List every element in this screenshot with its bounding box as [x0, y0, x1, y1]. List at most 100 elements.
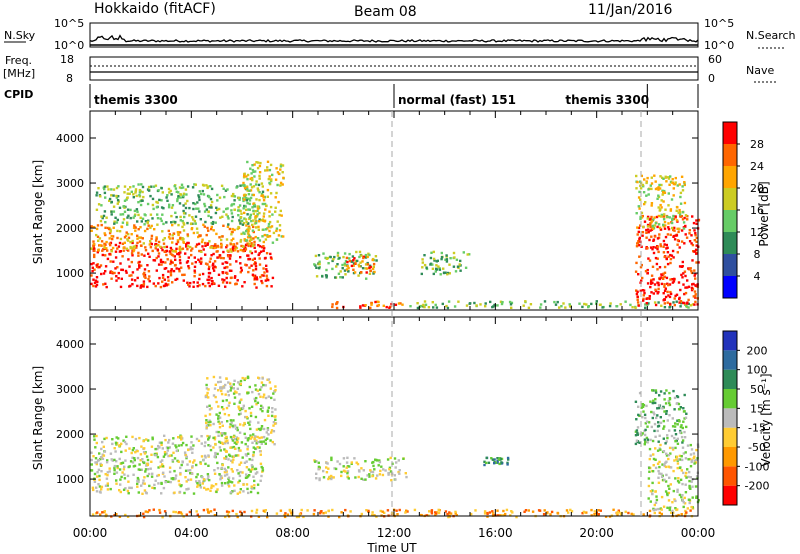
- heatmap-cell: [364, 267, 367, 270]
- heatmap-cell: [223, 471, 227, 474]
- heatmap-cell: [546, 511, 549, 514]
- heatmap-cell: [646, 425, 649, 428]
- heatmap-cell: [149, 246, 153, 249]
- heatmap-cell: [448, 272, 451, 275]
- heatmap-cell: [636, 426, 640, 429]
- heatmap-cell: [365, 277, 368, 280]
- heatmap-cell: [431, 263, 434, 266]
- heatmap-cell: [180, 183, 184, 186]
- heatmap-cell: [425, 267, 429, 271]
- heatmap-cell: [244, 205, 247, 208]
- heatmap-cell: [268, 210, 271, 213]
- heatmap-cell: [106, 471, 109, 474]
- heatmap-cell: [665, 257, 668, 261]
- heatmap-cell: [252, 433, 255, 436]
- heatmap-cell: [210, 227, 213, 231]
- heatmap-cell: [188, 206, 191, 210]
- heatmap-cell: [267, 406, 270, 409]
- date-title: 11/Jan/2016: [588, 2, 673, 18]
- heatmap-cell: [242, 181, 245, 185]
- heatmap-cell: [695, 458, 698, 461]
- heatmap-cell: [228, 257, 232, 260]
- heatmap-cell: [671, 278, 674, 281]
- heatmap-cell: [688, 229, 691, 232]
- heatmap-cell: [202, 193, 206, 196]
- heatmap-cell: [169, 252, 172, 255]
- heatmap-cell: [678, 265, 682, 268]
- heatmap-cell: [243, 378, 246, 382]
- heatmap-cell: [104, 473, 107, 476]
- heatmap-cell: [671, 178, 674, 181]
- heatmap-cell: [374, 477, 378, 480]
- heatmap-cell: [666, 493, 669, 497]
- heatmap-cell: [686, 215, 689, 218]
- heatmap-cell: [267, 395, 270, 398]
- heatmap-cell: [186, 234, 190, 238]
- heatmap-cell: [144, 470, 147, 473]
- heatmap-cell: [215, 413, 218, 416]
- heatmap-cell: [247, 244, 250, 248]
- heatmap-cell: [115, 436, 118, 439]
- heatmap-cell: [637, 304, 640, 307]
- heatmap-cell: [401, 303, 404, 306]
- heatmap-cell: [371, 258, 374, 262]
- heatmap-cell: [124, 487, 127, 490]
- heatmap-cell: [434, 511, 437, 514]
- heatmap-cell: [117, 277, 120, 280]
- heatmap-cell: [141, 482, 145, 485]
- heatmap-cell: [677, 481, 681, 484]
- heatmap-cell: [444, 510, 448, 513]
- heatmap-cell: [399, 302, 402, 305]
- heatmap-cell: [155, 206, 159, 209]
- heatmap-cell: [375, 259, 378, 262]
- heatmap-cell: [207, 424, 210, 427]
- heatmap-cell: [136, 234, 139, 237]
- heatmap-cell: [538, 509, 542, 512]
- heatmap-cell: [695, 495, 698, 498]
- heatmap-cell: [176, 198, 179, 201]
- heatmap-cell: [398, 472, 401, 475]
- heatmap-cell: [158, 441, 162, 444]
- heatmap-cell: [664, 224, 667, 227]
- heatmap-cell: [230, 204, 233, 207]
- heatmap-cell: [169, 271, 173, 274]
- heatmap-cell: [107, 188, 110, 191]
- heatmap-cell: [151, 437, 154, 441]
- heatmap-cell: [199, 462, 202, 465]
- heatmap-cell: [174, 258, 177, 261]
- heatmap-cell: [230, 209, 233, 212]
- heatmap-cell: [229, 389, 232, 392]
- heatmap-cell: [671, 417, 674, 420]
- heatmap-cell: [246, 254, 249, 257]
- heatmap-cell: [254, 388, 258, 391]
- heatmap-cell: [672, 256, 675, 259]
- heatmap-cell: [142, 242, 145, 245]
- heatmap-cell: [386, 509, 390, 512]
- heatmap-cell: [163, 451, 167, 454]
- heatmap-cell: [641, 214, 644, 218]
- heatmap-cell: [132, 193, 135, 196]
- heatmap-cell: [648, 218, 651, 221]
- heatmap-cell: [429, 263, 432, 266]
- heatmap-cell: [275, 191, 278, 195]
- heatmap-cell: [233, 441, 236, 444]
- heatmap-cell: [372, 464, 375, 468]
- heatmap-cell: [672, 217, 676, 221]
- heatmap-cell: [667, 222, 670, 225]
- heatmap-cell: [680, 175, 684, 178]
- heatmap-cell: [473, 301, 476, 305]
- heatmap-cell: [204, 441, 207, 444]
- heatmap-cell: [239, 488, 242, 491]
- heatmap-cell: [437, 265, 440, 268]
- heatmap-cell: [421, 266, 424, 269]
- heatmap-cell: [209, 510, 213, 513]
- heatmap-cell: [464, 266, 468, 269]
- heatmap-cell: [236, 279, 239, 282]
- heatmap-cell: [181, 441, 185, 445]
- heatmap-cell: [659, 443, 662, 447]
- heatmap-cell: [185, 443, 188, 447]
- heatmap-cell: [108, 227, 111, 231]
- heatmap-cell: [238, 393, 241, 396]
- x-tick-label: 16:00: [478, 526, 513, 540]
